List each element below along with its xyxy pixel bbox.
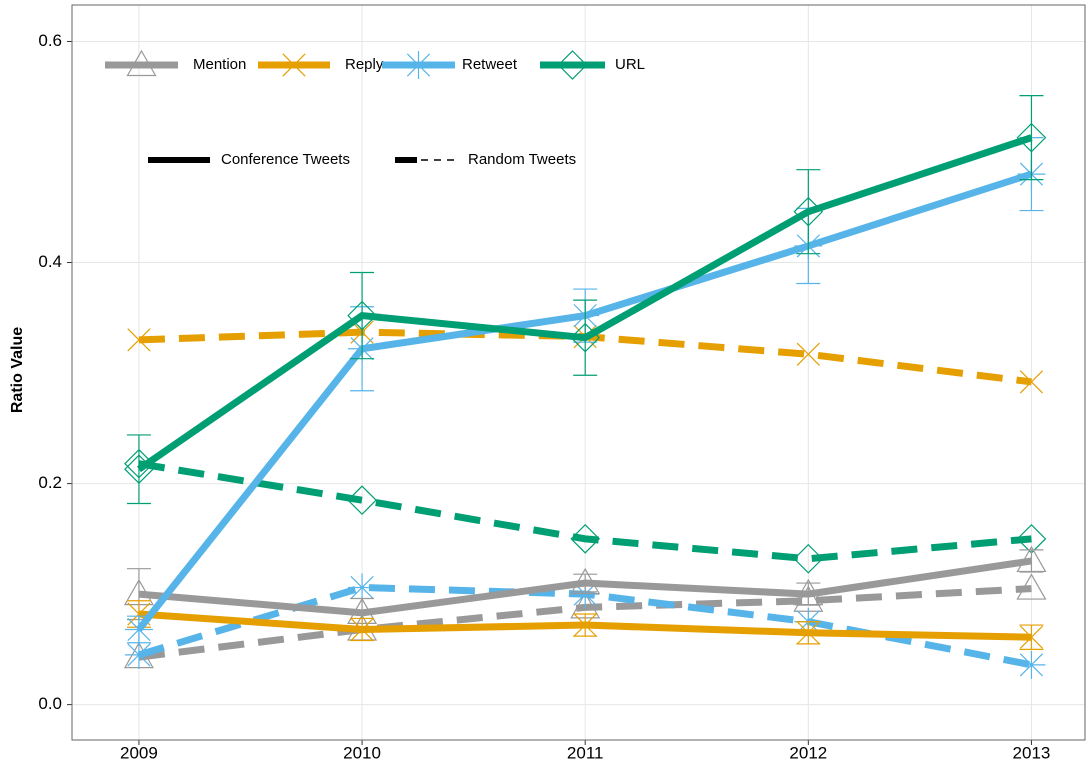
error-bar <box>573 299 598 376</box>
x-tick-label: 2013 <box>1013 743 1051 762</box>
legend-label: Conference Tweets <box>221 151 350 168</box>
y-tick-label: 0.6 <box>38 31 62 50</box>
plot-border <box>71 4 1086 741</box>
marker <box>570 523 601 554</box>
marker <box>570 322 601 353</box>
marker <box>796 342 820 366</box>
legend-label: Random Tweets <box>468 151 576 168</box>
error-bar <box>573 573 598 593</box>
legend-label: Retweet <box>462 56 518 73</box>
legend-label: Reply <box>345 56 384 73</box>
x-tick-label: 2010 <box>343 743 381 762</box>
legend-label: URL <box>615 56 645 73</box>
line <box>138 460 1032 563</box>
marker <box>1017 650 1046 679</box>
x-tick-label: 2009 <box>120 743 158 762</box>
marker <box>347 300 377 331</box>
marker <box>348 573 377 602</box>
marker <box>126 49 157 77</box>
marker <box>124 454 154 485</box>
marker <box>793 543 824 574</box>
marker <box>573 613 597 637</box>
marker <box>282 53 306 77</box>
marker <box>1016 573 1047 600</box>
marker <box>1016 122 1047 153</box>
marker <box>404 51 433 79</box>
error-bar <box>350 271 375 360</box>
marker <box>1016 545 1047 573</box>
marker <box>127 328 151 352</box>
error-bar <box>126 434 151 505</box>
marker <box>124 615 153 644</box>
y-tick-label: 0.0 <box>38 694 62 713</box>
marker <box>796 621 820 645</box>
error-bar <box>796 169 821 255</box>
legend-label: Mention <box>193 56 246 73</box>
marker <box>793 578 824 606</box>
marker <box>1019 370 1044 394</box>
x-tick-label: 2011 <box>567 743 604 762</box>
marker <box>793 196 824 227</box>
marker <box>350 617 374 642</box>
error-bar <box>1019 95 1044 181</box>
y-axis-label: Ratio Value <box>9 327 26 413</box>
marker <box>124 640 153 669</box>
marker <box>570 567 601 595</box>
x-tick-label: 2012 <box>789 743 827 762</box>
y-tick-label: 0.2 <box>38 473 62 492</box>
y-tick-label: 0.4 <box>38 252 62 271</box>
marker <box>1019 625 1044 649</box>
marker <box>347 485 377 516</box>
marker <box>557 50 588 80</box>
